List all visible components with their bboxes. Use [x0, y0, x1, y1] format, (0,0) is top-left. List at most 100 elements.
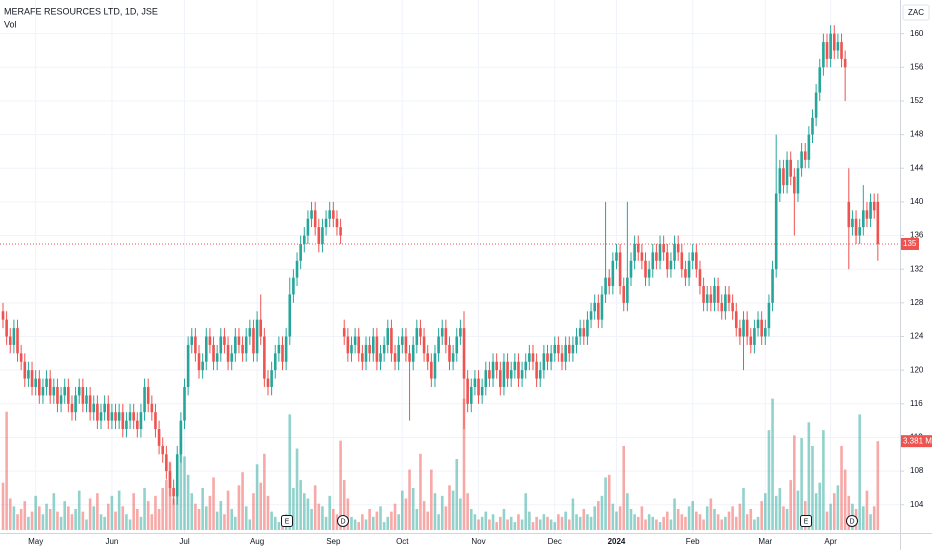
volume-bar: [38, 506, 41, 530]
volume-bar: [444, 506, 448, 530]
candle-body: [727, 294, 731, 303]
candle-body: [74, 395, 77, 413]
candle-body: [702, 286, 705, 303]
candle-body: [8, 336, 12, 345]
volume-bar: [204, 506, 208, 530]
candle-body: [114, 412, 117, 421]
volume-bar: [128, 519, 132, 530]
candle-body: [713, 286, 716, 303]
candle-body: [266, 378, 270, 387]
candle-body: [749, 336, 753, 345]
candle-body: [404, 336, 408, 354]
candle-body: [332, 210, 335, 219]
candle-body: [302, 235, 306, 244]
candle-body: [593, 302, 596, 312]
candle-body: [626, 277, 629, 303]
volume-bar: [651, 516, 655, 530]
unit-label[interactable]: ZAC: [908, 8, 924, 17]
volume-bar: [368, 508, 371, 530]
candle-body: [782, 168, 785, 186]
candle-body: [208, 336, 212, 345]
candle-body: [183, 386, 186, 421]
volume-bar: [197, 508, 201, 530]
volume-bar: [397, 514, 400, 530]
volume-bar: [662, 516, 665, 530]
x-tick-label: Sep: [326, 537, 341, 546]
candle-body: [549, 353, 553, 362]
volume-bar: [219, 501, 223, 530]
candle-body: [248, 328, 252, 337]
volume-bar: [462, 398, 466, 530]
candle-body: [350, 344, 353, 354]
y-tick-label: 152: [910, 96, 924, 105]
volume-bar: [502, 508, 506, 530]
candle-body: [836, 42, 840, 51]
candle-body: [734, 311, 738, 329]
candle-body: [313, 210, 317, 228]
candle-body: [204, 336, 208, 362]
volume-bar: [466, 493, 469, 530]
candle-body: [339, 227, 342, 236]
volume-bar: [306, 498, 310, 530]
volume-bar: [691, 501, 694, 530]
volume-bar: [179, 427, 183, 530]
volume-bar: [872, 506, 876, 530]
volume-bar: [110, 495, 114, 530]
candle-body: [459, 328, 462, 337]
volume-bar: [77, 490, 81, 530]
candle-body: [121, 412, 125, 430]
volume-bar: [764, 493, 767, 530]
volume-bar: [324, 516, 328, 530]
candle-body: [190, 336, 194, 345]
candle-body: [615, 252, 618, 261]
volume-bar: [277, 522, 281, 530]
y-tick-label: 140: [910, 197, 924, 206]
volume-bar: [96, 493, 99, 530]
volume-bar: [546, 516, 549, 530]
candle-body: [767, 302, 771, 329]
volume-bar: [114, 511, 117, 530]
candle-body: [215, 353, 219, 362]
candle-body: [382, 344, 386, 354]
volume-bar: [811, 445, 814, 530]
candle-body: [411, 344, 415, 362]
volume-bar: [121, 506, 125, 530]
volume-bar: [611, 503, 615, 530]
volume-bar: [753, 519, 756, 530]
candle-body: [77, 386, 81, 396]
volume-bar: [248, 519, 252, 530]
candle-body: [753, 328, 756, 345]
candle-body: [803, 151, 807, 160]
volume-bar: [375, 511, 379, 530]
volume-bar: [480, 516, 484, 530]
volume-label-box: [901, 435, 932, 448]
volume-bar: [840, 445, 843, 530]
volume-bar: [734, 516, 738, 530]
volume-bar: [542, 514, 546, 530]
volume-bar: [27, 516, 30, 530]
volume-bar: [626, 493, 629, 530]
volume-bar: [825, 511, 829, 530]
volume-bar: [622, 445, 626, 530]
candle-body: [724, 294, 727, 312]
volume-bar: [491, 514, 495, 530]
volume-bar: [506, 519, 509, 530]
volume-bar: [350, 516, 353, 530]
candle-body: [234, 336, 237, 354]
candle-body: [720, 302, 724, 312]
volume-bar: [194, 503, 197, 530]
volume-bar: [843, 469, 847, 530]
candle-body: [847, 201, 851, 228]
candle-body: [270, 370, 273, 387]
candle-body: [219, 336, 223, 354]
candle-body: [255, 319, 259, 354]
volume-bar: [34, 495, 37, 530]
candle-body: [5, 319, 8, 337]
volume-bar: [749, 508, 753, 530]
candle-body: [644, 260, 647, 278]
volume-bar: [738, 503, 742, 530]
unit-box[interactable]: [902, 4, 930, 21]
volume-bar: [477, 519, 480, 530]
volume-bar: [230, 508, 233, 530]
